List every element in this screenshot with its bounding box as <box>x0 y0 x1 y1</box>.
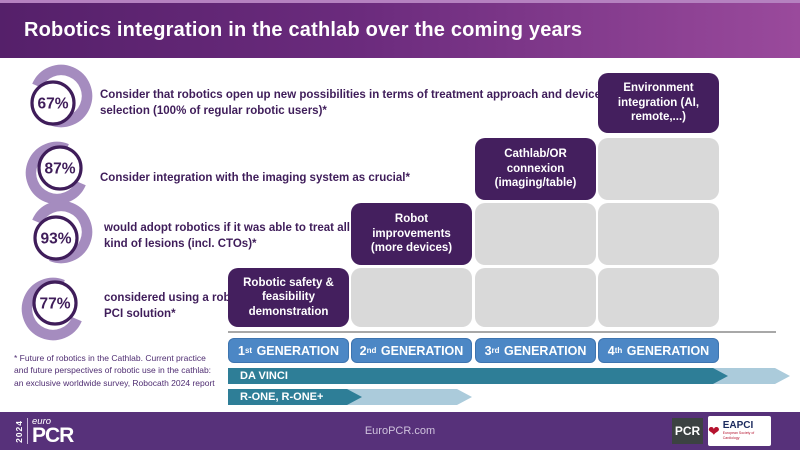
stat-text-87: Consider integration with the imaging sy… <box>100 172 410 184</box>
r-one-arrow: R-ONE, R-ONE+ <box>228 389 362 405</box>
roadmap-step-robot-improvements: Robot improvements (more devices) <box>351 203 472 265</box>
roadmap-empty-cell <box>598 138 719 200</box>
roadmap-empty-cell <box>475 268 596 327</box>
swirl-ring-icon: 93% <box>29 200 93 264</box>
eapci-logo: ❤ EAPCI European Society of Cardiology <box>708 416 771 446</box>
stat-text-77: considered using a robotic PCI solution* <box>104 292 251 320</box>
stat-value: 67% <box>37 96 68 113</box>
da-vinci-arrow: DA VINCI <box>228 368 728 384</box>
timeline-axis <box>228 331 776 333</box>
page-title: Robotics integration in the cathlab over… <box>24 19 583 41</box>
swirl-ring-icon: 77% <box>21 277 85 341</box>
eapci-subtitle: European Society of Cardiology <box>722 431 755 440</box>
stat-badge-67: 67% <box>18 62 98 140</box>
roadmap-empty-cell <box>351 268 472 327</box>
stat-value: 93% <box>40 231 71 248</box>
stat-text-67: Consider that robotics open up new possi… <box>100 89 601 117</box>
stat-badge-87: 87% <box>20 131 100 209</box>
roadmap-empty-cell <box>475 203 596 265</box>
footnote: * Future of robotics in the Cathlab. Cur… <box>14 353 215 388</box>
website-link: EuroPCR.com <box>364 425 436 437</box>
roadmap-empty-cell <box>598 268 719 327</box>
stat-value: 77% <box>39 296 70 313</box>
europcr-logo: 2024 euro PCR <box>14 416 74 447</box>
roadmap-step-cathlab-or-connexion: Cathlab/OR connexion (imaging/table) <box>475 138 596 200</box>
roadmap-empty-cell <box>598 203 719 265</box>
roadmap-step-robotic-safety: Robotic safety & feasibility demonstrati… <box>228 268 349 327</box>
stat-text-93: would adopt robotics if it was able to t… <box>104 222 350 250</box>
header-bar: Robotics integration in the cathlab over… <box>0 0 800 58</box>
pcr-logo: PCR <box>672 418 703 444</box>
stat-value: 87% <box>44 161 75 178</box>
eapci-heart-icon: ❤ <box>708 423 720 439</box>
logo-pcr: PCR <box>32 423 74 447</box>
stat-badge-93: 93% <box>18 198 98 276</box>
swirl-ring-icon: 67% <box>29 64 93 128</box>
stat-badge-77: 77% <box>16 267 96 345</box>
logo-euro: euro <box>32 416 52 428</box>
footer-bar: 2024 euro PCR EuroPCR.com PCR ❤ EAPCI Eu… <box>0 412 800 450</box>
roadmap-step-environment-integration: Environment integration (AI, remote,...) <box>598 73 719 133</box>
logo-divider <box>27 418 28 444</box>
swirl-ring-icon: 87% <box>25 141 89 205</box>
r-one-future-arrow <box>336 389 472 405</box>
eapci-name: EAPCI <box>722 420 754 432</box>
